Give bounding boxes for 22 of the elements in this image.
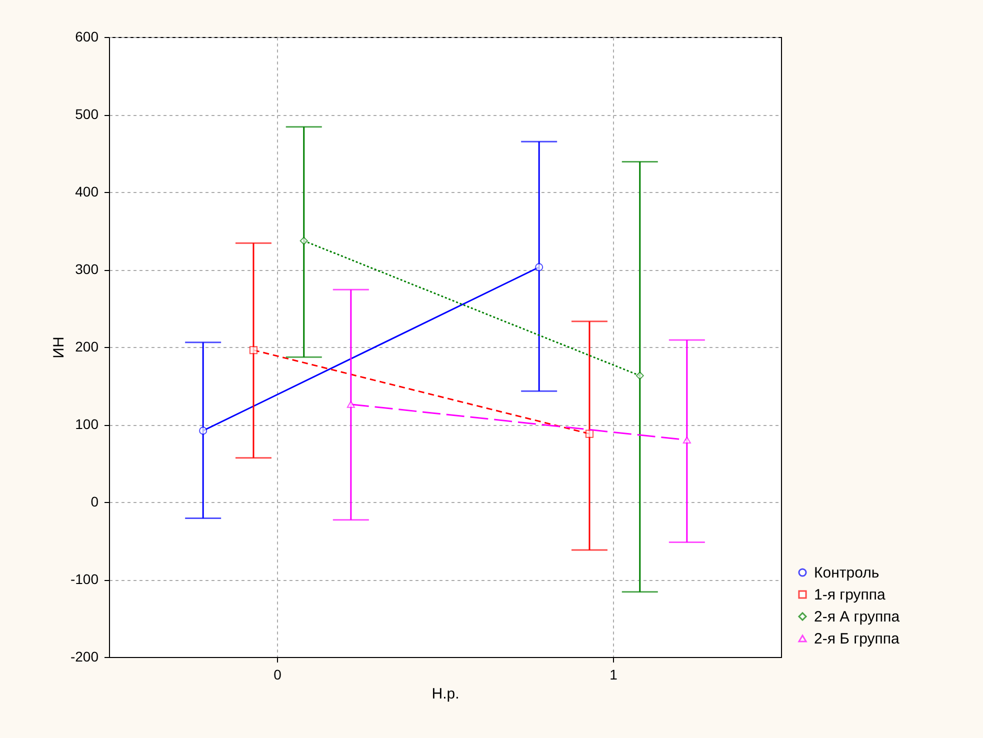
legend-label: 2-я А группа bbox=[814, 608, 900, 626]
y-tick-label: -100 bbox=[70, 571, 99, 587]
legend-label: 2-я Б группа bbox=[814, 630, 900, 648]
y-tick-label: 0 bbox=[90, 494, 99, 510]
point bbox=[249, 346, 258, 354]
point bbox=[636, 372, 644, 380]
y-tick-label: 600 bbox=[75, 28, 99, 44]
x-axis-title: Н.р. bbox=[432, 686, 460, 702]
point bbox=[199, 426, 208, 435]
legend-label: Контроль bbox=[814, 564, 880, 582]
y-tick-label: 400 bbox=[75, 184, 99, 200]
point bbox=[585, 430, 594, 438]
legend-label: 1-я группа bbox=[814, 586, 886, 604]
x-tick-label: 1 bbox=[610, 666, 618, 682]
y-tick-label: 500 bbox=[75, 106, 99, 122]
y-tick-label: 200 bbox=[75, 338, 99, 354]
point bbox=[300, 236, 308, 245]
point bbox=[535, 263, 544, 272]
y-tick-label: 300 bbox=[75, 261, 99, 277]
y-tick-label: 100 bbox=[75, 416, 99, 432]
y-axis-title: ИН bbox=[50, 336, 68, 358]
y-tick-label: -200 bbox=[70, 648, 99, 664]
